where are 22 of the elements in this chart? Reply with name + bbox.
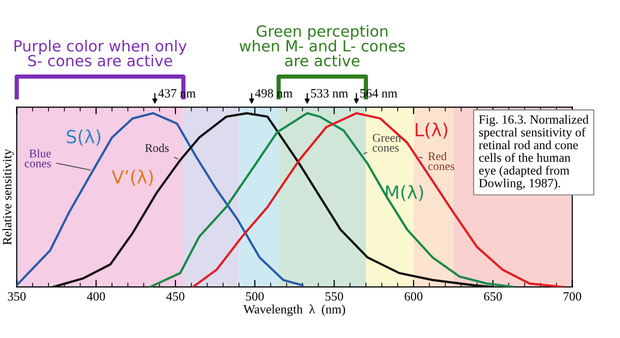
annotation: Rods (145, 144, 169, 152)
series-label: M(λ) (386, 185, 424, 202)
series-label: S(λ) (66, 129, 100, 146)
x-axis-title: Wavelength λ (nm) (243, 304, 346, 316)
annotation: 533 nm (311, 89, 348, 98)
x-tick-label: 400 (86, 292, 105, 301)
x-tick-label: 650 (484, 292, 502, 301)
annotation: Fig. 16.3. Normalized spectral sensitivity of retinal rod and cone cells of the human eye (adapted from Dowling, 1987). (478, 114, 589, 190)
x-tick-label: 700 (564, 292, 582, 301)
annotation: Blue cones (24, 149, 51, 168)
x-tick-label: 450 (166, 292, 184, 301)
series-label: L(λ) (416, 122, 448, 139)
y-axis-title: Relative sensitivity (2, 149, 14, 245)
x-tick-label: 350 (8, 292, 26, 301)
text: Green perception when M- and L- cones are active (240, 25, 405, 66)
series-label: V’(λ) (112, 170, 153, 186)
x-tick-label: 500 (246, 292, 264, 301)
annotation: Red cones (428, 152, 454, 170)
x-tick-label: 550 (326, 292, 344, 301)
annotation: Green cones (372, 134, 401, 152)
text: Purple color when only S- cones are active (14, 40, 187, 66)
x-tick-label: 600 (404, 292, 422, 301)
